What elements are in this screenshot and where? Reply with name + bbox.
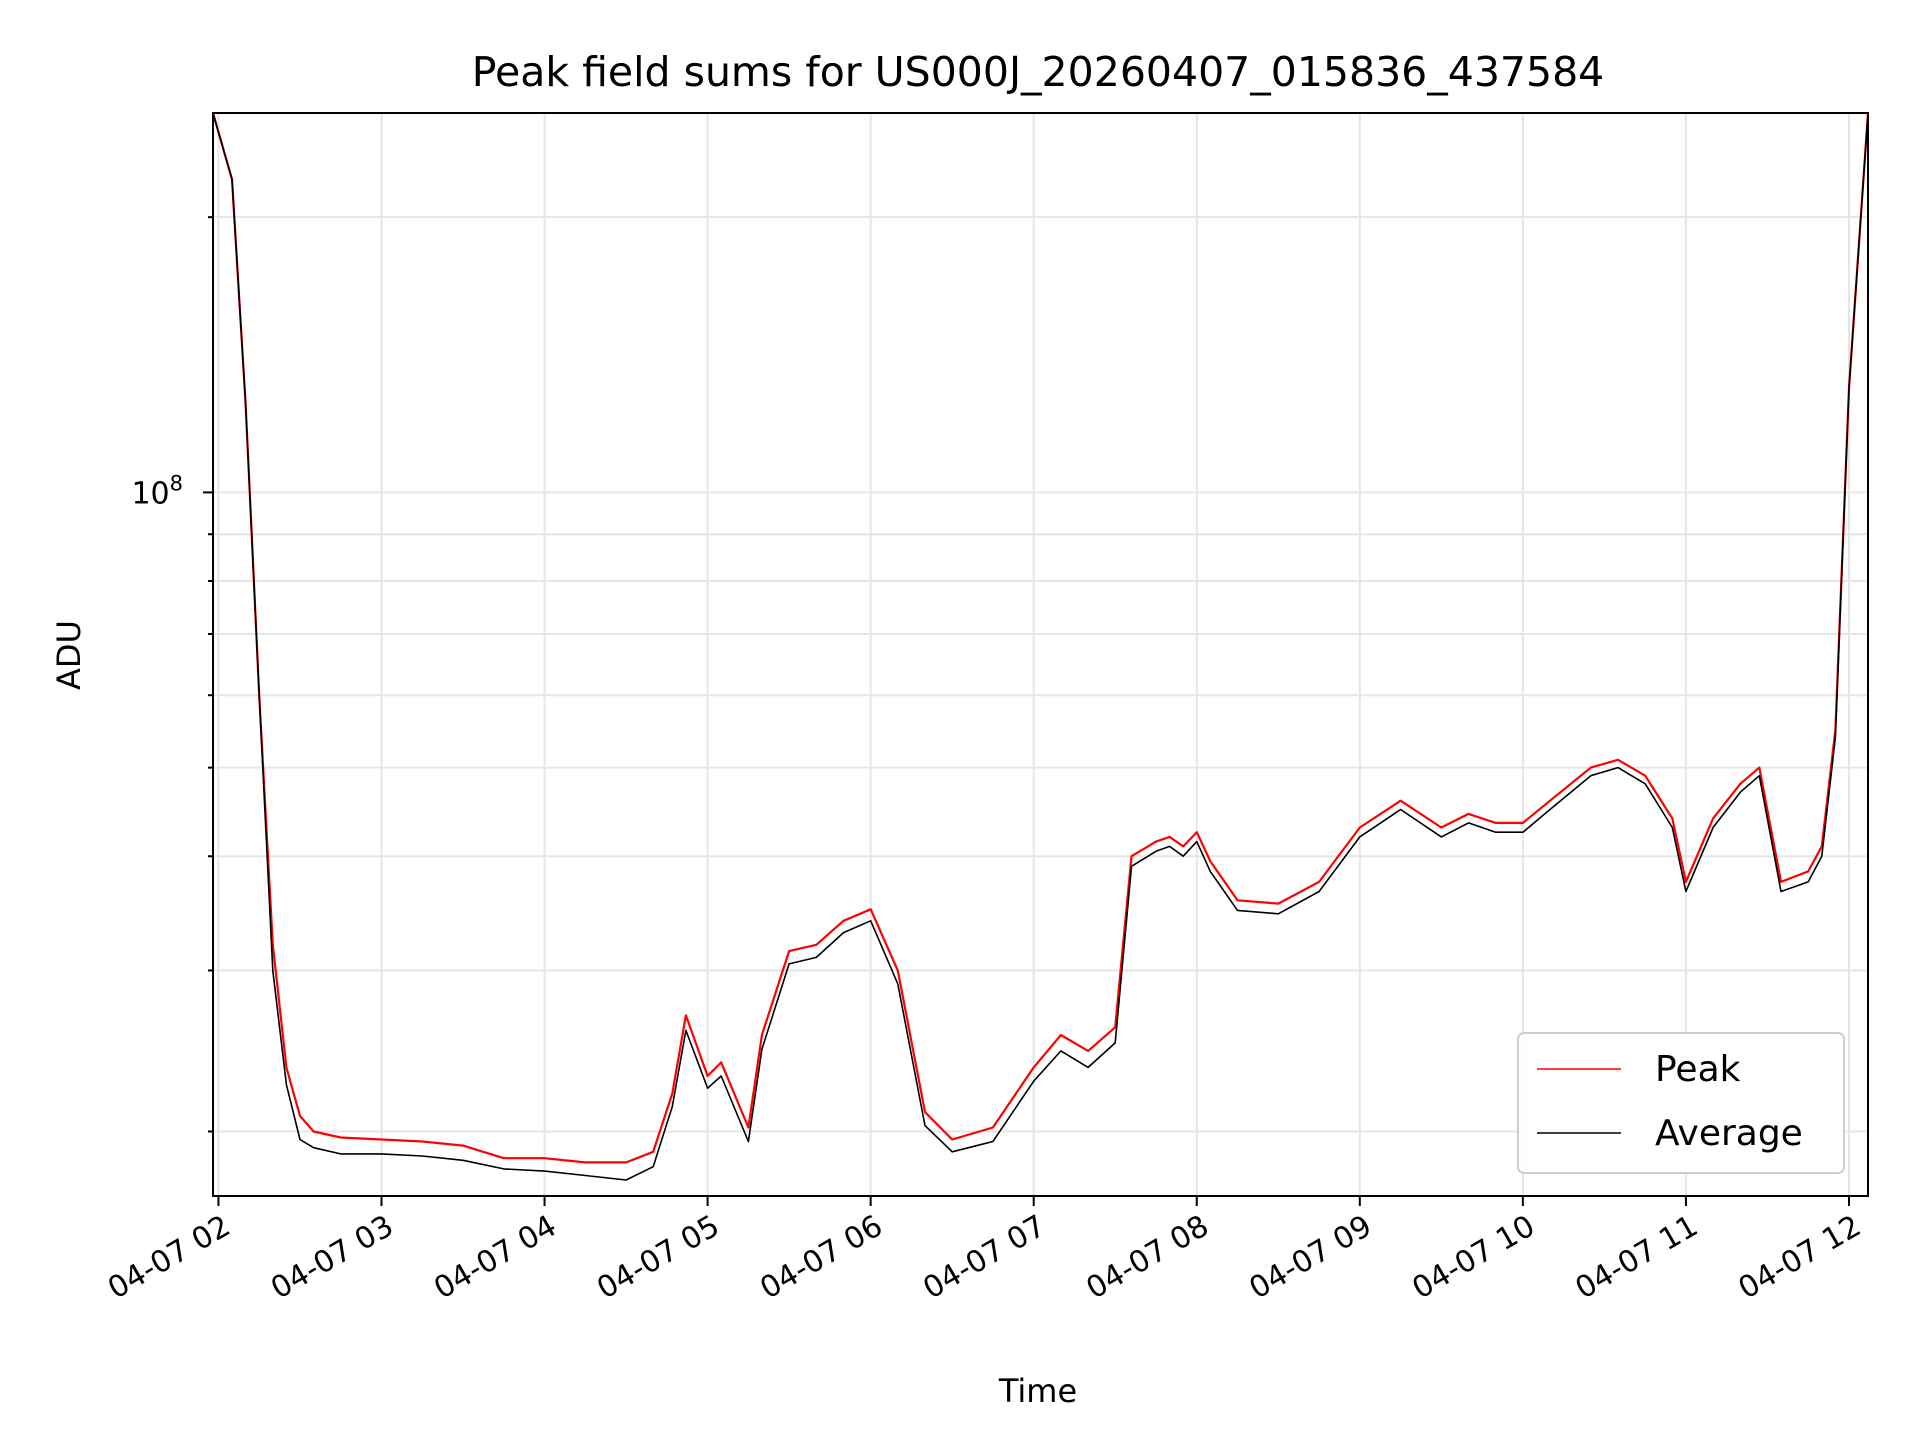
legend-label-average: Average	[1655, 1113, 1803, 1154]
y-tick-label: 108	[131, 471, 183, 511]
series-line-peak	[213, 113, 1868, 1164]
series-line-average	[213, 113, 1868, 1181]
plot-frame	[212, 112, 1869, 1197]
series-layer	[213, 113, 1868, 1181]
y-axis-title: ADU	[50, 620, 88, 690]
x-axis-title: Time	[998, 1372, 1077, 1410]
chart-title: Peak field sums for US000J_20260407_0158…	[472, 48, 1605, 96]
legend: Peak Average	[1517, 1032, 1845, 1174]
grid	[213, 113, 1868, 1196]
legend-label-peak: Peak	[1655, 1049, 1741, 1090]
legend-box	[1517, 1032, 1845, 1174]
